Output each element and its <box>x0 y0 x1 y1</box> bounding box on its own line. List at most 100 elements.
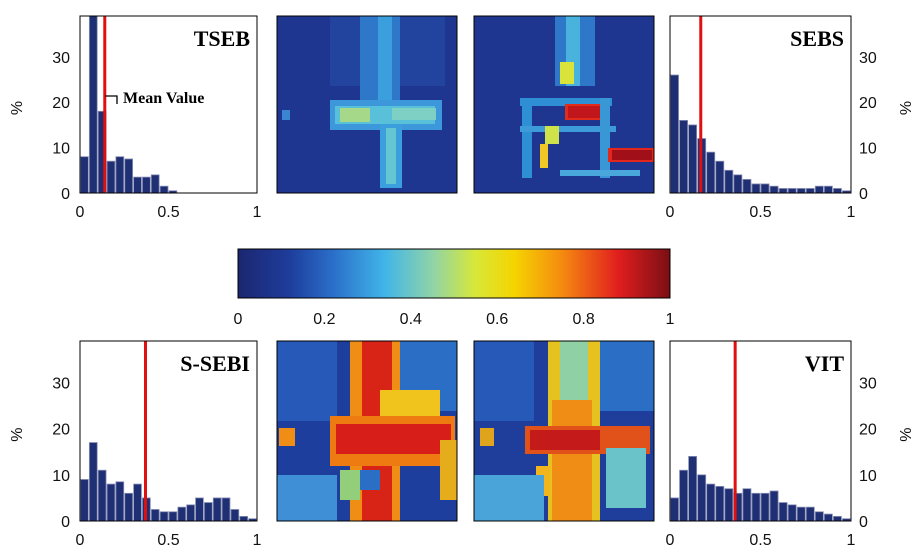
colorbar-tick-label: 0.2 <box>313 311 335 328</box>
heatmap-map-4 <box>473 340 655 522</box>
y-tick-label: 10 <box>859 141 877 158</box>
colorbar-tick-label: 0.4 <box>400 311 422 328</box>
histogram-bar <box>778 502 788 522</box>
histogram-bar <box>80 479 89 522</box>
histogram-bar <box>115 156 125 194</box>
histogram-bar <box>177 506 187 522</box>
histogram-bar <box>133 176 142 194</box>
histogram-bar <box>97 469 107 522</box>
histogram-bar <box>724 488 734 522</box>
histogram-bar <box>787 504 797 522</box>
histogram-bar <box>133 483 142 522</box>
histogram-bar <box>706 151 716 194</box>
y-tick-label: 0 <box>859 186 868 203</box>
heatmap-map-1 <box>276 15 458 194</box>
y-tick-label: 30 <box>52 50 70 67</box>
y-tick-label: 30 <box>52 376 70 393</box>
colorbar-tick-label: 0 <box>234 311 243 328</box>
histogram-bar <box>742 488 752 522</box>
histogram-bar <box>221 497 231 522</box>
plot-frame <box>669 340 852 522</box>
histogram-bar <box>124 492 133 522</box>
x-tick-label: 0.5 <box>749 532 771 547</box>
x-tick-label: 1 <box>253 532 262 547</box>
histogram-bar <box>670 74 679 194</box>
panel-title: SEBS <box>790 26 844 51</box>
histogram-bars <box>80 442 257 522</box>
histogram-bars <box>80 15 178 194</box>
histogram-bar <box>150 509 160 522</box>
x-tick-label: 0 <box>666 204 675 221</box>
histogram-bar <box>679 119 688 194</box>
histogram-bar <box>168 511 178 522</box>
histogram-sebs: SEBS % 0 10 20 30 0 0.5 1 <box>666 15 913 221</box>
mean-value-annotation: Mean Value <box>105 90 204 107</box>
annotation-leader <box>105 95 118 104</box>
histogram-vit: VIT % 0 10 20 30 0 0.5 1 <box>666 340 913 547</box>
histogram-bar <box>212 497 222 522</box>
histogram-bar <box>814 511 824 522</box>
histogram-bar <box>769 490 779 522</box>
y-tick-label: 20 <box>52 422 70 439</box>
histogram-bar <box>805 188 815 194</box>
histogram-bar <box>142 176 151 194</box>
histogram-bar <box>769 185 779 194</box>
x-tick-label: 0.5 <box>749 204 771 221</box>
histogram-bars <box>670 74 851 194</box>
histogram-bar <box>823 513 833 522</box>
x-tick-label: 1 <box>253 204 262 221</box>
panel-title: S-SEBI <box>180 351 250 376</box>
y-tick-label: 30 <box>859 376 877 393</box>
histogram-bar <box>679 469 688 522</box>
histogram-bar <box>814 185 824 194</box>
histogram-bar <box>724 169 734 194</box>
histogram-bar <box>778 188 788 194</box>
y-tick-label: 20 <box>52 95 70 112</box>
y-tick-label: 20 <box>859 422 877 439</box>
histogram-bar <box>706 483 716 522</box>
histogram-bar <box>796 188 806 194</box>
histogram-bar <box>80 156 89 194</box>
histogram-bar <box>796 506 806 522</box>
colorbar-tick-label: 0.8 <box>572 311 594 328</box>
x-tick-label: 0 <box>76 204 85 221</box>
colorbar: 0 0.2 0.4 0.6 0.8 1 <box>234 248 675 328</box>
y-tick-label: 20 <box>859 95 877 112</box>
y-axis-label: % <box>9 101 26 115</box>
panel-title: TSEB <box>194 26 251 51</box>
histogram-bar <box>833 188 842 194</box>
histogram-bar <box>733 174 743 194</box>
histogram-bar <box>742 178 752 194</box>
histogram-bar <box>805 506 815 522</box>
heatmap-map-3 <box>276 340 458 522</box>
heatmap-map-2 <box>473 15 655 194</box>
histogram-bar <box>833 515 842 522</box>
histogram-bar <box>751 183 761 194</box>
histogram-bar <box>239 515 249 522</box>
histogram-bar <box>88 15 98 194</box>
y-tick-label: 0 <box>61 186 70 203</box>
y-axis-label: % <box>898 101 913 115</box>
x-tick-label: 1 <box>847 204 856 221</box>
histogram-bar <box>670 497 679 522</box>
y-tick-label: 0 <box>859 514 868 531</box>
y-tick-label: 10 <box>52 468 70 485</box>
histogram-bar <box>688 124 698 194</box>
y-axis-label: % <box>9 427 26 441</box>
colorbar-tick-label: 1 <box>666 311 675 328</box>
histogram-bar <box>88 442 98 522</box>
x-tick-label: 1 <box>847 532 856 547</box>
y-tick-label: 10 <box>859 468 877 485</box>
y-tick-label: 0 <box>61 514 70 531</box>
histogram-bar <box>823 185 833 194</box>
plot-frame <box>669 15 852 194</box>
histogram-bar <box>760 492 770 522</box>
histogram-bar <box>106 483 116 522</box>
histogram-s-sebi: S-SEBI % 0 10 20 30 0 0.5 1 <box>9 340 262 547</box>
histogram-bar <box>751 492 761 522</box>
histogram-bar <box>115 481 125 522</box>
histogram-bar <box>688 455 698 522</box>
histogram-bar <box>159 185 169 194</box>
histogram-bar <box>715 160 725 194</box>
